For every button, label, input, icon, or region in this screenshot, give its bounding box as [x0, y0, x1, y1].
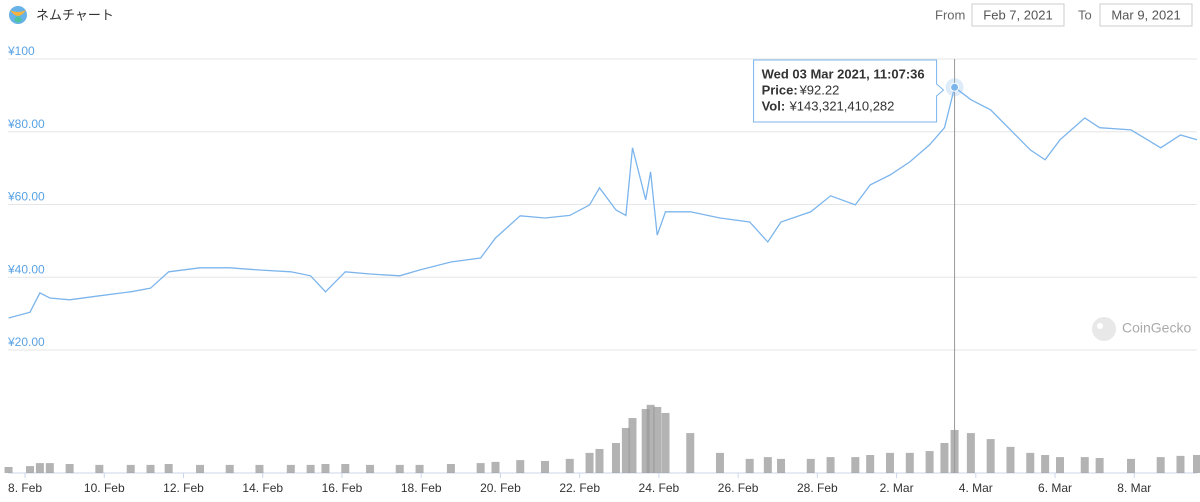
volume-bar — [286, 464, 295, 473]
tooltip-price-label: Price: — [762, 82, 798, 97]
volume-bar — [415, 464, 424, 473]
volume-bar — [621, 427, 630, 473]
volume-bar — [715, 452, 724, 473]
highlight-point — [950, 82, 960, 92]
volume-bar — [321, 463, 330, 473]
volume-bar — [565, 458, 574, 473]
volume-bar — [905, 452, 914, 473]
x-tick-label: 6. Mar — [1038, 481, 1072, 495]
x-tick-label: 10. Feb — [84, 481, 125, 495]
volume-bar — [126, 464, 135, 473]
x-tick-label: 18. Feb — [401, 481, 442, 495]
volume-bar — [925, 451, 934, 473]
plot: ¥20.00 ¥40.00 ¥60.00 ¥80.00 ¥100 8. Feb 10. Fe… — [4, 44, 1200, 495]
volume-bar — [611, 442, 620, 473]
volume-bar — [653, 406, 662, 473]
volume-bar — [95, 464, 104, 473]
volume-bar — [866, 454, 875, 473]
volume-bar — [1126, 458, 1135, 473]
volume-bar — [366, 464, 375, 473]
volume-bar — [1095, 457, 1104, 473]
volume-bar — [1055, 457, 1064, 473]
page-title: ネムチャート — [36, 7, 114, 22]
volume-bar — [745, 458, 754, 473]
x-tick-label: 26. Feb — [718, 481, 759, 495]
volume-bar — [1080, 457, 1089, 473]
tooltip-vol-label: Vol: — [762, 98, 786, 113]
volume-bar — [826, 457, 835, 473]
volume-bar — [885, 452, 894, 473]
tooltip-price: ¥92.22 — [799, 82, 840, 97]
from-label: From — [935, 7, 965, 22]
x-tick-label: 12. Feb — [163, 481, 204, 495]
y-tick-label: ¥20.00 — [7, 335, 45, 349]
tooltip-vol: ¥143,321,410,282 — [789, 98, 895, 113]
x-tick-label: 24. Feb — [639, 481, 680, 495]
volume-bar — [628, 418, 637, 473]
x-tick-label: 4. Mar — [959, 481, 993, 495]
x-tick-label: 16. Feb — [322, 481, 363, 495]
to-label: To — [1078, 7, 1092, 22]
volume-bar — [1156, 457, 1165, 473]
volume-bar — [646, 404, 655, 473]
volume-bar — [516, 460, 525, 473]
volume-bar — [1006, 446, 1015, 473]
volume-bar — [1193, 454, 1200, 473]
volume-bar — [986, 439, 995, 473]
x-tick-label: 14. Feb — [242, 481, 283, 495]
volume-bar — [1041, 454, 1050, 473]
x-tick-label: 8. Mar — [1117, 481, 1151, 495]
x-tick-label: 28. Feb — [797, 481, 838, 495]
volume-bar — [164, 463, 173, 473]
volume-bar — [806, 458, 815, 473]
tooltip-box — [753, 59, 945, 123]
x-tick-label: 8. Feb — [8, 481, 42, 495]
from-date[interactable]: Feb 7, 2021 — [983, 7, 1052, 22]
volume-bar — [966, 433, 975, 473]
x-tick-label: 2. Mar — [880, 481, 914, 495]
volume-bar — [940, 442, 949, 473]
watermark — [1092, 317, 1116, 341]
y-tick-label: ¥60.00 — [7, 190, 45, 204]
volume-bar — [1026, 452, 1035, 473]
volume-bar — [777, 458, 786, 473]
volume-bar — [491, 461, 500, 473]
volume-bar — [446, 463, 455, 473]
volume-bar — [225, 464, 234, 473]
to-date[interactable]: Mar 9, 2021 — [1111, 7, 1180, 22]
y-tick-label: ¥40.00 — [7, 262, 45, 276]
volume-bar — [35, 463, 44, 473]
volume-bar — [541, 460, 550, 473]
from-input[interactable] — [971, 3, 1065, 27]
volume-bar — [45, 463, 54, 473]
volume-bar — [661, 412, 670, 473]
volume-bar — [851, 457, 860, 473]
to-input[interactable] — [1099, 3, 1193, 27]
volume-bar — [146, 464, 155, 473]
logo — [9, 6, 27, 24]
watermark-text: CoinGecko — [1122, 320, 1191, 336]
volume-bar — [595, 448, 604, 473]
y-tick-label: ¥80.00 — [7, 117, 45, 131]
x-tick-label: 20. Feb — [480, 481, 521, 495]
volume-bar — [196, 464, 205, 473]
price-line — [8, 86, 1198, 319]
x-tick-label: 22. Feb — [559, 481, 600, 495]
volume-bar — [255, 464, 264, 473]
volume-bar — [341, 463, 350, 473]
tooltip-date: Wed 03 Mar 2021, 11:07:36 — [762, 66, 925, 81]
y-tick-label: ¥100 — [7, 44, 35, 58]
volume-bar — [641, 409, 650, 473]
volume-bar — [476, 463, 485, 473]
volume-bar — [763, 457, 772, 473]
volume-bar — [306, 464, 315, 473]
volume-bar — [65, 463, 74, 473]
volume-bar — [395, 464, 404, 473]
volume-bar — [26, 466, 35, 473]
volume-bar — [4, 466, 13, 473]
volume-bar — [1176, 455, 1185, 473]
volume-bar — [585, 452, 594, 473]
volume-bar — [686, 433, 695, 473]
